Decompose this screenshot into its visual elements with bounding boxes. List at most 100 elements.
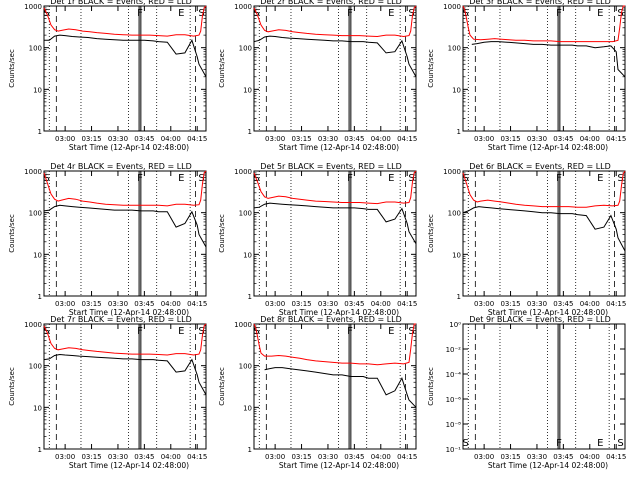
x-tick-label: 04:15 xyxy=(397,135,417,143)
x-tick-label: 04:15 xyxy=(606,453,626,461)
y-tick-label: 100 xyxy=(29,45,42,53)
x-tick-label: 03:45 xyxy=(553,300,573,308)
y-tick-label: 100 xyxy=(239,363,252,371)
x-tick-label: 03:15 xyxy=(81,300,101,308)
event-letter: E xyxy=(388,173,394,184)
y-tick-label: 10 xyxy=(243,404,252,412)
x-tick-label: 03:15 xyxy=(291,453,311,461)
y-tick-label: 1000 xyxy=(24,321,42,329)
y-tick-label: 10 xyxy=(33,404,42,412)
event-letter: S xyxy=(617,438,623,449)
event-letter: S xyxy=(408,326,414,337)
x-tick-label: 03:00 xyxy=(55,135,75,143)
y-tick-label: 10⁻¹ xyxy=(446,446,462,454)
chart-title: Det 1r BLACK = Events, RED = LLD xyxy=(50,0,192,6)
event-letter: F xyxy=(556,438,562,449)
x-tick-label: 03:45 xyxy=(134,453,154,461)
x-tick-label: 04:00 xyxy=(161,135,181,143)
lld-series-line xyxy=(43,323,207,356)
event-letter: S xyxy=(462,438,468,449)
x-tick-label: 03:30 xyxy=(527,135,547,143)
event-letter: E xyxy=(178,173,184,184)
plot-frame xyxy=(253,323,417,450)
x-tick-label: 03:30 xyxy=(527,453,547,461)
x-tick-label: 03:45 xyxy=(134,135,154,143)
event-letter: E xyxy=(178,326,184,337)
lld-series-line xyxy=(253,323,416,366)
plot-frame xyxy=(253,5,417,132)
y-tick-label: 100 xyxy=(239,210,252,218)
y-axis-label: Counts/sec xyxy=(218,49,226,88)
y-tick-label: 100 xyxy=(448,210,461,218)
x-tick-label: 03:15 xyxy=(500,135,520,143)
event-letter: S xyxy=(617,173,623,184)
x-tick-label: 04:00 xyxy=(161,453,181,461)
chart-title: Det 5r BLACK = Events, RED = LLD xyxy=(260,162,402,171)
y-tick-label: 10⁻² xyxy=(446,346,462,354)
y-tick-label: 10⁻⁶ xyxy=(446,396,462,404)
event-letter: E xyxy=(178,8,184,19)
event-letter: S xyxy=(462,173,468,184)
plot-frame xyxy=(462,170,626,297)
y-axis-label: Counts/sec xyxy=(218,367,226,406)
events-series-line xyxy=(264,367,417,408)
y-tick-label: 100 xyxy=(448,45,461,53)
y-tick-label: 1000 xyxy=(24,168,42,176)
y-tick-label: 1 xyxy=(248,128,252,136)
x-tick-label: 03:15 xyxy=(500,300,520,308)
y-axis-label: Counts/sec xyxy=(427,367,435,406)
x-tick-label: 03:00 xyxy=(55,300,75,308)
y-tick-label: 10⁻⁸ xyxy=(446,421,462,429)
x-tick-label: 03:30 xyxy=(318,135,338,143)
x-tick-label: 03:45 xyxy=(553,135,573,143)
lld-series-line xyxy=(43,170,207,207)
event-letter: F xyxy=(137,326,143,337)
x-axis-label: Start Time (12-Apr-14 02:48:00) xyxy=(69,461,189,470)
event-letter: S xyxy=(43,173,49,184)
y-tick-label: 10 xyxy=(243,251,252,259)
detector-panel: Det 5r BLACK = Events, RED = LLD 1 10 100 10… xyxy=(218,162,417,317)
x-tick-label: 04:00 xyxy=(371,135,391,143)
lld-series-line xyxy=(462,5,625,43)
detector-panel: Det 9r BLACK = Events, RED = LLD 10⁻¹ 10⁻⁸… xyxy=(427,315,626,470)
y-tick-label: 1000 xyxy=(234,168,252,176)
y-tick-label: 10 xyxy=(243,86,252,94)
lld-series-line xyxy=(253,170,417,205)
x-axis-label: Start Time (12-Apr-14 02:48:00) xyxy=(279,461,399,470)
y-tick-label: 1000 xyxy=(234,3,252,11)
detector-panel: Det 1r BLACK = Events, RED = LLD 1 10 100 10… xyxy=(8,0,207,152)
lld-series-line xyxy=(462,170,626,208)
event-letter: S xyxy=(408,8,414,19)
events-series-line xyxy=(462,206,626,252)
x-tick-label: 04:00 xyxy=(580,300,600,308)
x-tick-label: 03:45 xyxy=(344,135,364,143)
events-series-line xyxy=(253,202,417,244)
detector-panel: Det 4r BLACK = Events, RED = LLD 1 10 100 10… xyxy=(8,162,207,317)
x-tick-label: 03:15 xyxy=(500,453,520,461)
x-tick-label: 03:30 xyxy=(318,300,338,308)
events-series-line xyxy=(43,353,207,396)
detector-panel: Det 2r BLACK = Events, RED = LLD 1 10 100 10… xyxy=(218,0,417,152)
x-tick-label: 03:30 xyxy=(108,300,128,308)
y-axis-label: Counts/sec xyxy=(8,367,16,406)
x-tick-label: 03:00 xyxy=(265,135,285,143)
x-tick-label: 04:15 xyxy=(397,453,417,461)
y-tick-label: 10 xyxy=(452,251,461,259)
plot-frame xyxy=(462,5,626,132)
x-tick-label: 03:45 xyxy=(134,300,154,308)
x-tick-label: 04:00 xyxy=(580,135,600,143)
detector-panel: Det 6r BLACK = Events, RED = LLD 1 10 100 10… xyxy=(427,162,626,317)
x-tick-label: 03:15 xyxy=(81,135,101,143)
x-axis-label: Start Time (12-Apr-14 02:48:00) xyxy=(488,143,608,152)
y-tick-label: 1000 xyxy=(24,3,42,11)
plot-frame xyxy=(43,323,207,450)
event-letter: F xyxy=(137,8,143,19)
x-tick-label: 03:00 xyxy=(265,453,285,461)
x-tick-label: 04:15 xyxy=(187,135,207,143)
chart-title: Det 6r BLACK = Events, RED = LLD xyxy=(469,162,611,171)
x-tick-label: 03:15 xyxy=(291,300,311,308)
event-letter: E xyxy=(597,438,603,449)
chart-title: Det 3r BLACK = Events, RED = LLD xyxy=(469,0,611,6)
lld-series-line xyxy=(253,5,417,38)
